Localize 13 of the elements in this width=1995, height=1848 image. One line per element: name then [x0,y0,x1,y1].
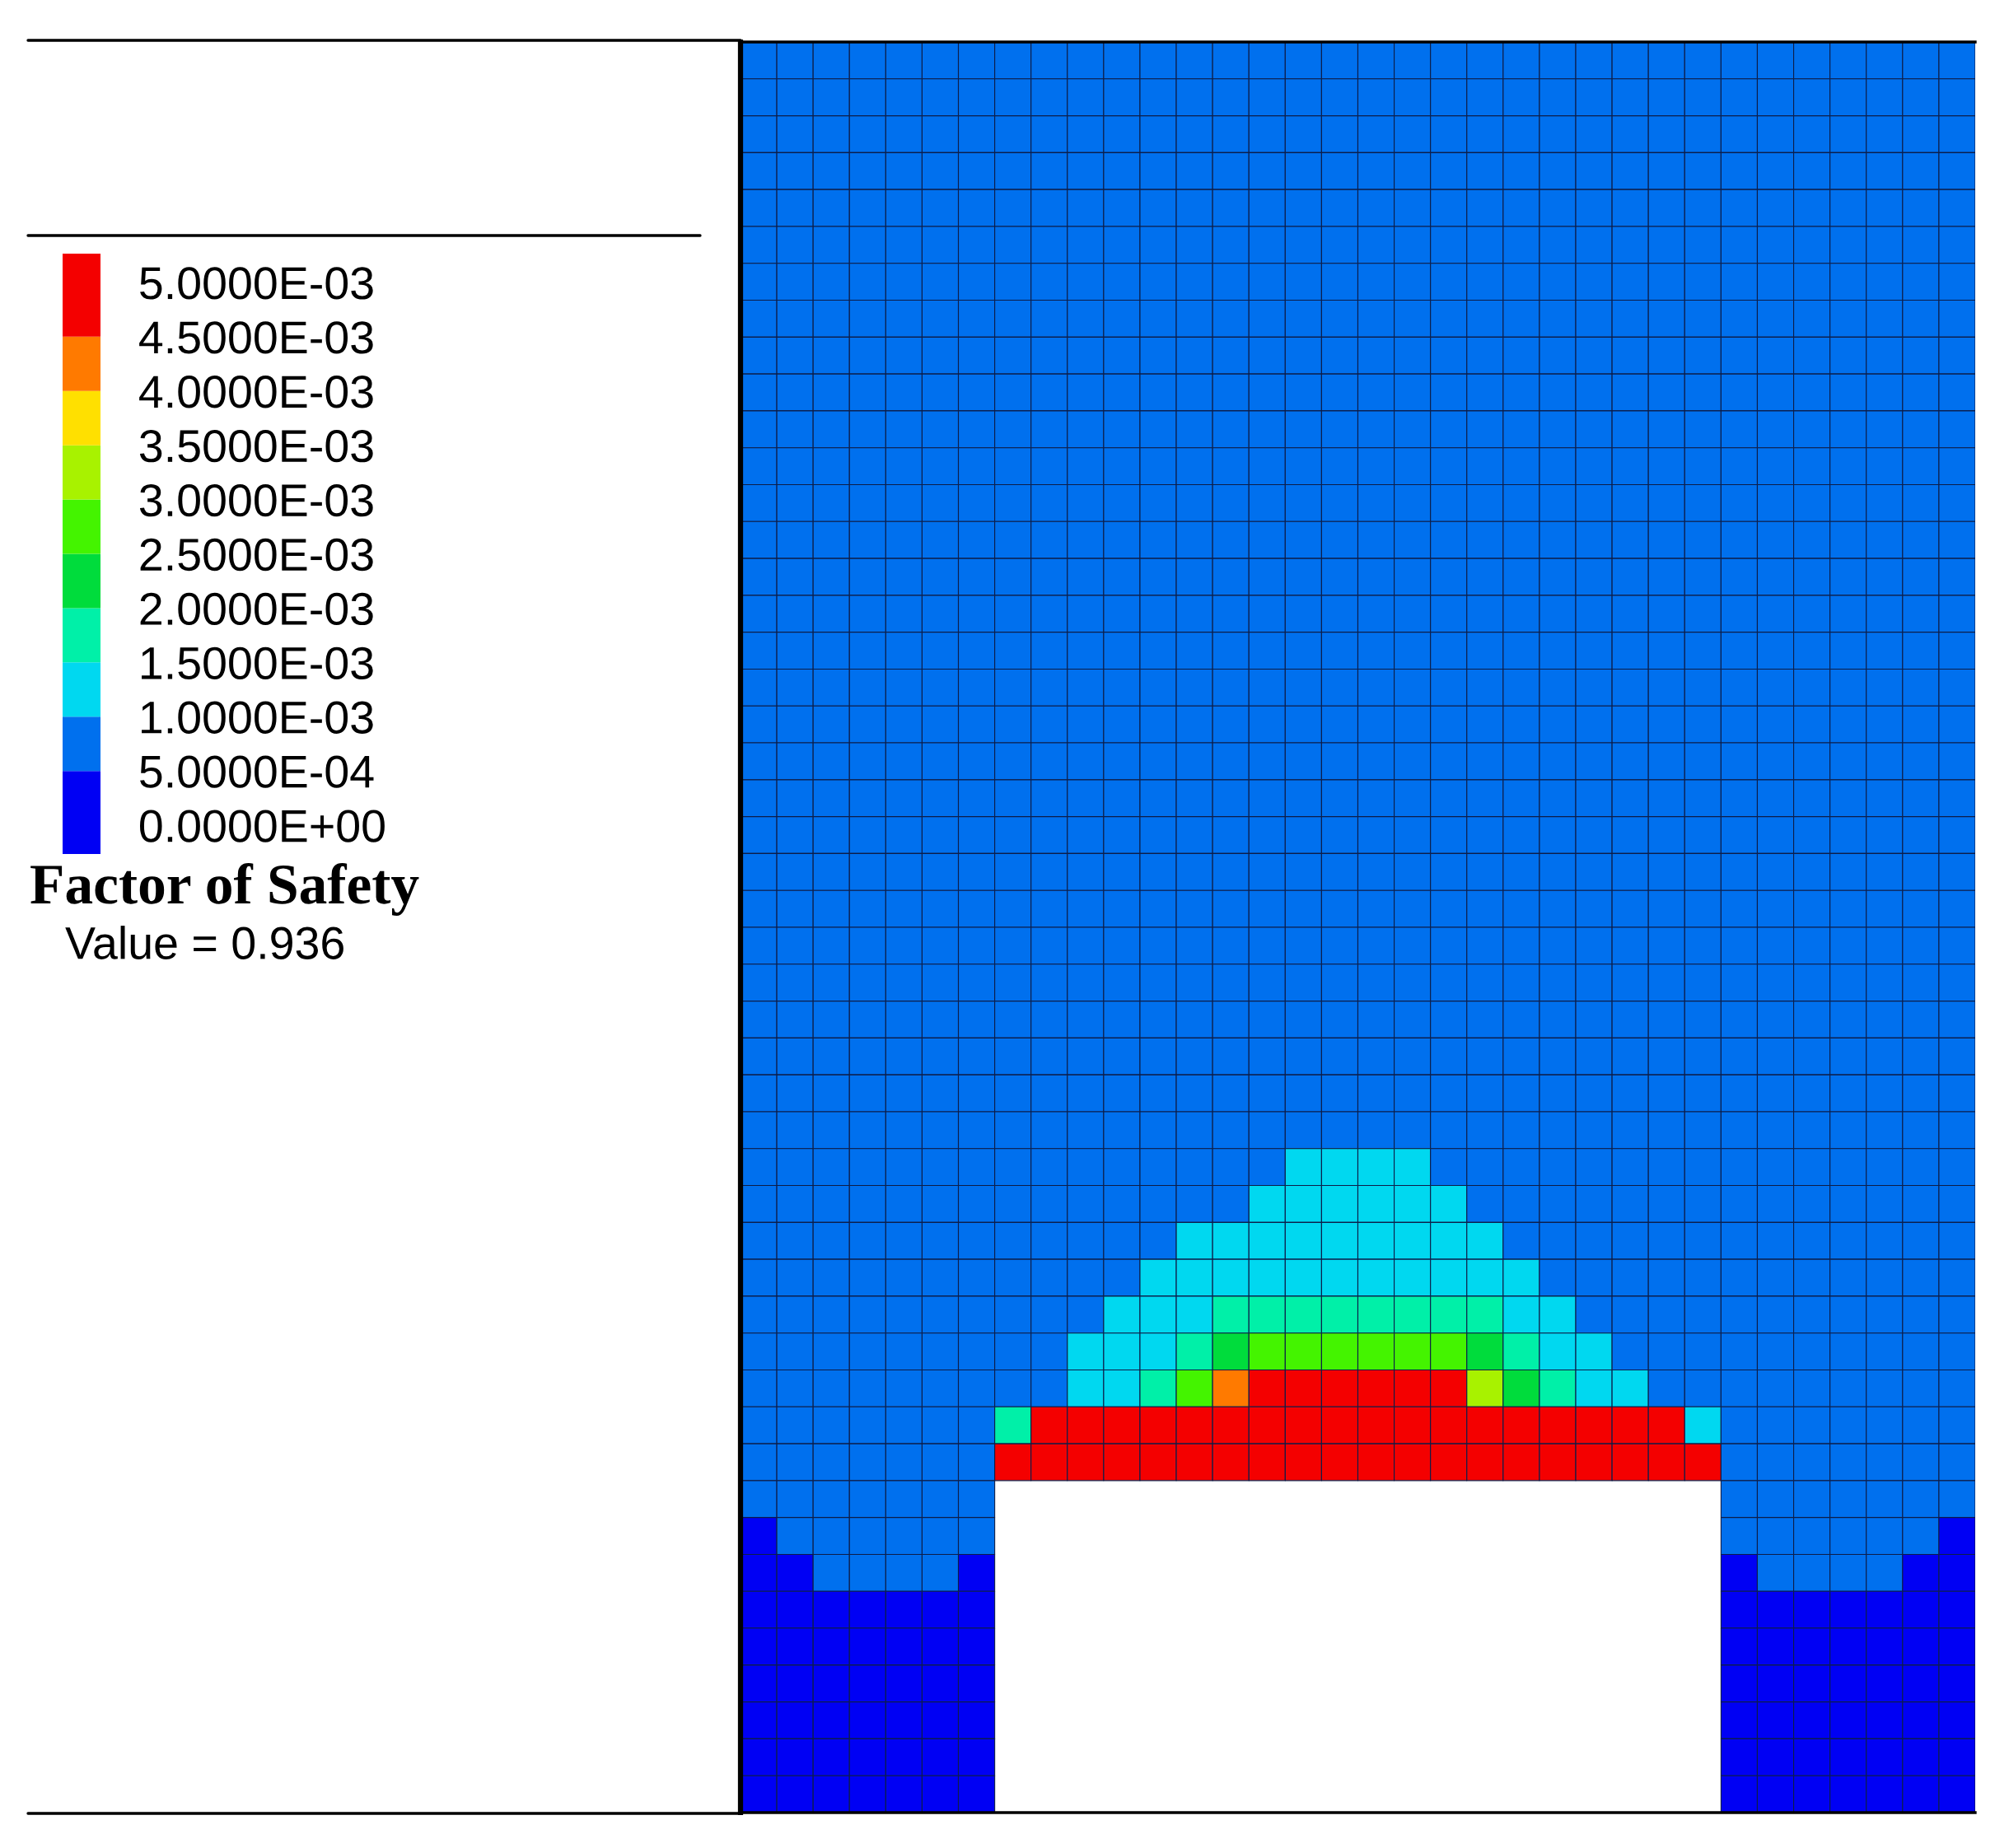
color-bar-label: 4.0000E-03 [139,376,373,408]
color-bar-label: 2.5000E-03 [140,538,373,572]
color-bar-label: 3.5000E-03 [139,430,373,463]
text: Factor of Safety [30,863,419,916]
color-bar-label: 2.0000E-03 [140,592,373,626]
color-bar-label: 3.0000E-03 [139,483,373,517]
color-bar-label: 1.0000E-03 [142,701,373,734]
color-bar-label: 4.5000E-03 [139,321,373,354]
color-bar-label: 5.0000E-04 [140,755,374,788]
color-bar-label: 5.0000E-03 [140,267,373,300]
text: Value = 0.936 [65,926,343,959]
color-bar-label: 0.0000E+00 [140,810,385,842]
color-bar-label: 1.5000E-03 [142,646,373,679]
